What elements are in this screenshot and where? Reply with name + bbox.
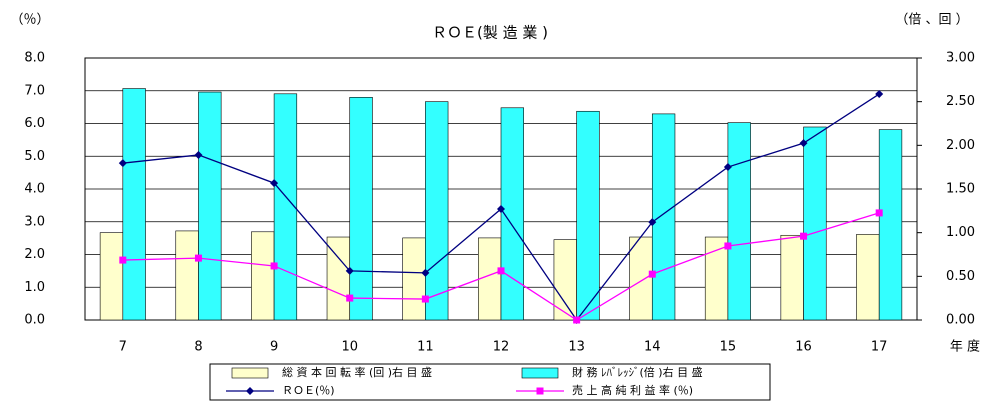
marker <box>119 256 127 264</box>
x-tick-label: 13 <box>568 340 585 355</box>
legend-label: 総 資 本 回 転 率 (回 )右 目 盛 <box>282 365 432 379</box>
marker <box>875 90 884 99</box>
marker <box>723 163 732 172</box>
y-tick-label: 2.0 <box>24 247 45 262</box>
y-tick-label: 5.0 <box>24 149 45 164</box>
bar <box>803 126 827 321</box>
bar <box>651 113 676 321</box>
bar <box>198 91 222 321</box>
x-axis-label: 年 度 <box>950 339 980 355</box>
x-tick-label: 16 <box>795 340 812 355</box>
marker <box>648 218 657 227</box>
marker <box>536 387 544 395</box>
y2-tick-label: 2.00 <box>946 138 975 153</box>
x-tick-label: 11 <box>417 340 434 355</box>
legend: 総 資 本 回 転 率 (回 )右 目 盛 財 務 ﾚﾊﾞﾚｯｼﾞ(倍 )右 目 … <box>226 365 703 397</box>
y-tick-label: 0.0 <box>24 313 45 328</box>
x-tick-label: 12 <box>493 340 510 355</box>
marker <box>118 159 127 168</box>
bar <box>402 237 426 321</box>
bar <box>349 97 373 321</box>
marker <box>246 387 254 395</box>
marker <box>799 139 808 148</box>
marker <box>724 242 732 250</box>
y2-tick-label: 1.50 <box>946 182 975 197</box>
legend-swatch <box>231 367 269 379</box>
x-tick-label: 17 <box>871 340 888 355</box>
x-tick-label: 10 <box>341 340 358 355</box>
x-tick-label: 9 <box>270 340 278 355</box>
y2-tick-label: 2.50 <box>946 94 975 109</box>
legend-label: 財 務 ﾚﾊﾞﾚｯｼﾞ(倍 )右 目 盛 <box>572 365 703 379</box>
bar <box>122 88 146 321</box>
marker <box>800 232 808 240</box>
y-tick-label: 6.0 <box>24 116 45 131</box>
marker <box>573 316 581 324</box>
bar <box>425 101 449 321</box>
marker <box>346 294 354 302</box>
y-tick-label: 4.0 <box>24 182 45 197</box>
marker <box>648 270 656 278</box>
bar <box>727 122 751 321</box>
bar <box>478 237 502 321</box>
legend-label: ＲＯＥ(％) <box>282 384 335 397</box>
bar <box>629 236 653 321</box>
bar <box>175 230 199 321</box>
x-tick-label: 14 <box>644 340 661 355</box>
marker <box>497 204 505 213</box>
y-axis-label: （％） <box>10 13 49 28</box>
x-tick-label: 8 <box>194 340 202 355</box>
y-tick-label: 7.0 <box>24 83 45 98</box>
bar <box>878 129 903 321</box>
chart-title: ＲＯＥ(製 造 業 ) <box>432 24 548 42</box>
y-tick-label: 8.0 <box>24 51 45 66</box>
bar <box>856 234 880 321</box>
marker <box>497 267 505 275</box>
bar <box>576 110 600 321</box>
marker <box>345 266 354 275</box>
y2-tick-label: 1.00 <box>946 225 975 240</box>
legend-swatch <box>521 367 559 379</box>
marker <box>194 254 202 262</box>
marker <box>270 179 279 188</box>
marker <box>270 262 278 270</box>
y2-tick-label: 0.50 <box>946 269 975 284</box>
marker <box>421 295 429 303</box>
marker <box>421 268 430 277</box>
bar <box>273 93 298 321</box>
x-tick-label: 15 <box>720 340 737 355</box>
y-tick-label: 3.0 <box>24 214 45 229</box>
legend-box <box>209 363 771 401</box>
bar <box>500 107 524 321</box>
legend-label: 売 上 高 純 利 益 率 (％) <box>572 383 693 397</box>
y2-tick-label: 3.00 <box>946 51 975 66</box>
bar <box>780 234 804 321</box>
marker <box>875 209 883 217</box>
y2-tick-label: 0.00 <box>946 313 975 328</box>
marker <box>194 150 203 159</box>
bar <box>251 231 275 321</box>
x-tick-label: 7 <box>119 340 127 355</box>
y2-axis-label: （倍 、回 ） <box>895 13 968 28</box>
y-tick-label: 1.0 <box>24 280 45 295</box>
bar <box>99 232 124 321</box>
